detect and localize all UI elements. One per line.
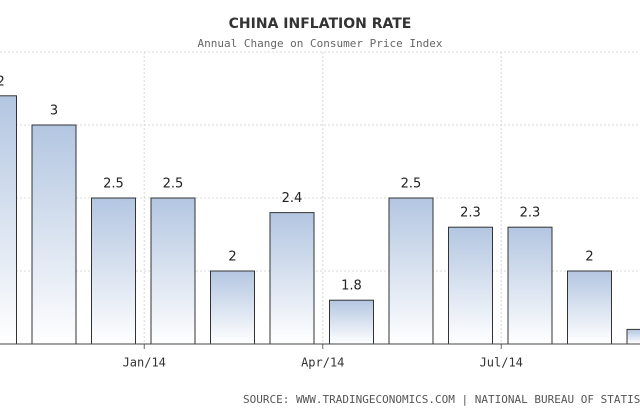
value-label: 2.5	[401, 177, 422, 192]
chart-title: CHINA INFLATION RATE	[229, 16, 412, 32]
value-label: 1.6	[639, 308, 640, 323]
value-label: 1.8	[341, 279, 362, 294]
bar	[448, 226, 493, 345]
value-label: 2.5	[163, 177, 184, 192]
x-tick-label: Jul/14	[480, 356, 523, 370]
bar	[507, 226, 553, 345]
bar	[210, 270, 255, 345]
x-tick-label: Jan/14	[123, 356, 166, 370]
bar	[329, 299, 374, 345]
bar	[150, 197, 196, 345]
value-label: 2	[228, 250, 236, 265]
chart-subtitle: Annual Change on Consumer Price Index	[197, 37, 442, 50]
value-label: 3	[50, 104, 58, 119]
value-label: 2.3	[520, 206, 541, 221]
value-label: 2.5	[103, 177, 124, 192]
bar	[567, 270, 612, 345]
value-label: 3.2	[0, 74, 5, 89]
value-label: 2.4	[282, 191, 303, 206]
source: SOURCE: WWW.TRADINGECONOMICS.COM | NATIO…	[243, 393, 640, 406]
value-label: 2	[585, 250, 593, 265]
bar	[269, 212, 315, 345]
bar	[626, 328, 640, 345]
bar	[388, 197, 434, 345]
x-tick-label: Apr/14	[301, 356, 344, 370]
bar	[91, 197, 136, 345]
bar	[0, 95, 17, 345]
bar	[31, 124, 77, 345]
value-label: 2.3	[460, 206, 481, 221]
